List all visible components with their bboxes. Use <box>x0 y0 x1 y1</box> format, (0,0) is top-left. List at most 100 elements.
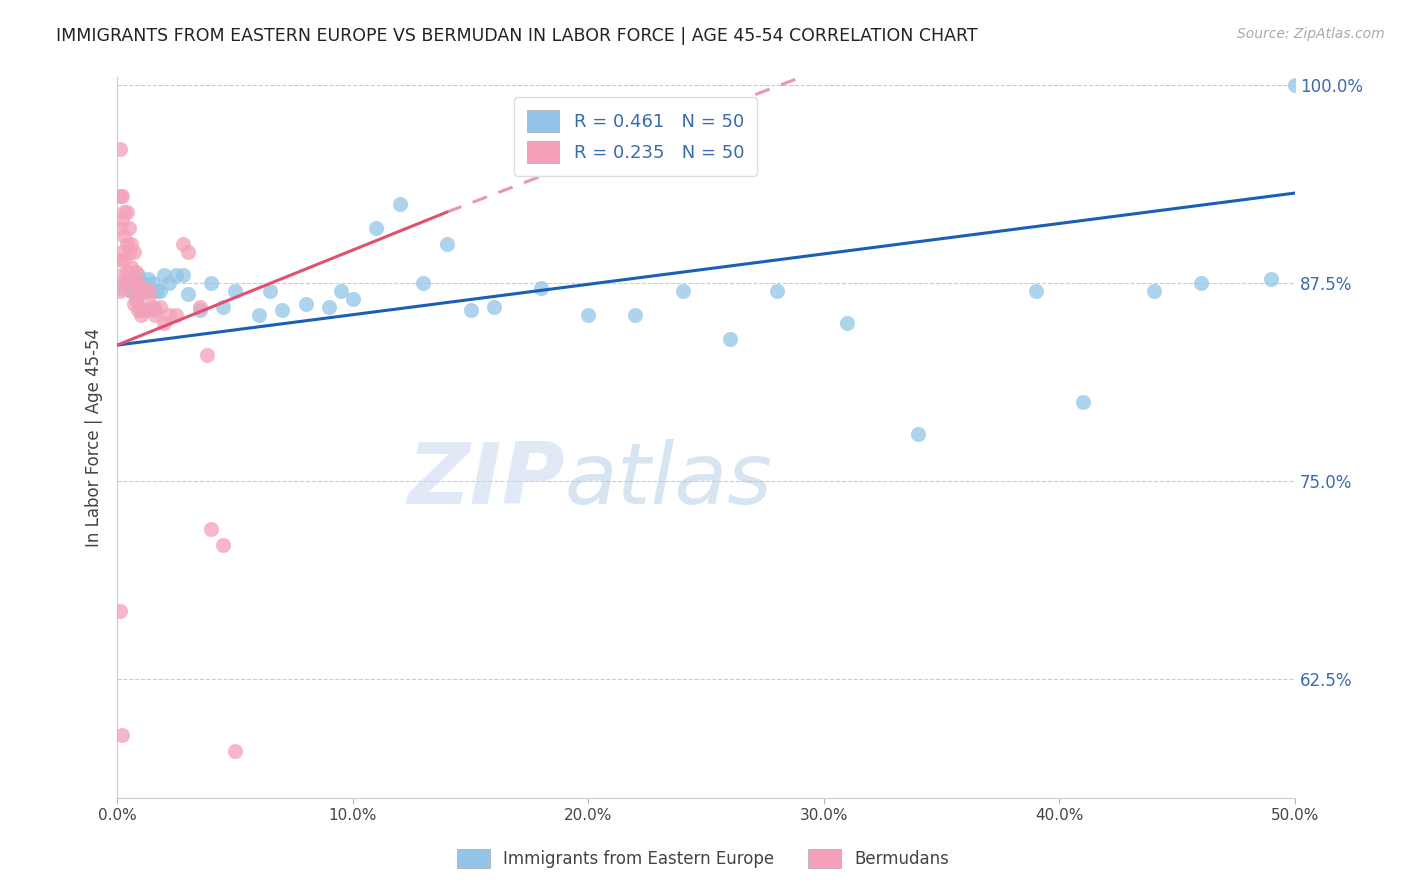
Point <box>120 285 142 299</box>
Point <box>153 316 176 330</box>
Point <box>318 300 340 314</box>
Point <box>108 142 131 156</box>
Point <box>122 271 145 285</box>
Point <box>111 244 134 259</box>
Point <box>108 604 131 618</box>
Point <box>153 268 176 283</box>
Point <box>576 308 599 322</box>
Point <box>122 271 145 285</box>
Point <box>108 220 131 235</box>
Point <box>200 522 222 536</box>
Point <box>195 348 218 362</box>
Point <box>177 244 200 259</box>
Point <box>212 300 235 314</box>
Point <box>247 308 270 322</box>
Point <box>141 300 163 314</box>
Point <box>115 265 138 279</box>
Point <box>111 268 134 283</box>
Point <box>165 268 187 283</box>
Point <box>141 277 163 291</box>
Point <box>342 292 364 306</box>
Point <box>120 285 142 299</box>
Point <box>837 316 859 330</box>
Point <box>108 189 131 203</box>
Point <box>149 285 172 299</box>
Point <box>172 268 194 283</box>
Text: Source: ZipAtlas.com: Source: ZipAtlas.com <box>1237 27 1385 41</box>
Point <box>1143 285 1166 299</box>
Point <box>115 277 138 291</box>
Point <box>671 285 693 299</box>
Point <box>143 303 166 318</box>
Point <box>1284 78 1306 93</box>
Point <box>177 287 200 301</box>
Point <box>120 260 142 275</box>
Point <box>436 236 458 251</box>
Point <box>157 308 180 322</box>
Point <box>1189 277 1212 291</box>
Point <box>127 303 149 318</box>
Point <box>111 281 134 295</box>
Point <box>366 220 388 235</box>
Point <box>134 303 156 318</box>
Point <box>129 281 152 295</box>
Point <box>108 285 131 299</box>
Point <box>1071 395 1094 409</box>
Point <box>111 189 134 203</box>
Point <box>125 265 148 279</box>
Point <box>482 300 505 314</box>
Text: ZIP: ZIP <box>408 440 565 523</box>
Point <box>118 271 141 285</box>
Text: atlas: atlas <box>565 440 773 523</box>
Point <box>146 285 169 299</box>
Point <box>125 292 148 306</box>
Point <box>271 303 294 318</box>
Y-axis label: In Labor Force | Age 45-54: In Labor Force | Age 45-54 <box>86 328 103 548</box>
Point <box>224 743 246 757</box>
Point <box>412 277 434 291</box>
Point <box>115 236 138 251</box>
Point <box>118 220 141 235</box>
Point <box>136 271 159 285</box>
Point <box>388 197 411 211</box>
Point <box>112 228 135 243</box>
Point <box>112 205 135 219</box>
Point <box>111 728 134 742</box>
Point <box>330 285 353 299</box>
Point <box>1260 271 1282 285</box>
Legend: Immigrants from Eastern Europe, Bermudans: Immigrants from Eastern Europe, Bermudan… <box>450 842 956 875</box>
Point <box>129 303 152 318</box>
Point <box>122 297 145 311</box>
Point <box>624 308 647 322</box>
Point <box>132 285 155 299</box>
Point <box>157 277 180 291</box>
Point <box>112 252 135 267</box>
Point <box>118 244 141 259</box>
Point <box>224 285 246 299</box>
Point <box>139 285 162 299</box>
Point <box>530 281 553 295</box>
Point <box>143 308 166 322</box>
Point <box>907 426 929 441</box>
Point <box>188 303 211 318</box>
Point <box>125 292 148 306</box>
Point <box>200 277 222 291</box>
Point <box>132 277 155 291</box>
Point <box>212 538 235 552</box>
Point <box>129 308 152 322</box>
Point <box>259 285 281 299</box>
Point <box>765 285 787 299</box>
Point <box>122 244 145 259</box>
Point <box>134 285 156 299</box>
Point <box>149 300 172 314</box>
Point <box>111 213 134 227</box>
Point <box>460 303 482 318</box>
Point <box>108 252 131 267</box>
Point <box>188 300 211 314</box>
Point <box>1025 285 1047 299</box>
Point <box>136 292 159 306</box>
Point <box>127 268 149 283</box>
Text: IMMIGRANTS FROM EASTERN EUROPE VS BERMUDAN IN LABOR FORCE | AGE 45-54 CORRELATIO: IMMIGRANTS FROM EASTERN EUROPE VS BERMUD… <box>56 27 977 45</box>
Point <box>165 308 187 322</box>
Legend: R = 0.461   N = 50, R = 0.235   N = 50: R = 0.461 N = 50, R = 0.235 N = 50 <box>515 97 756 176</box>
